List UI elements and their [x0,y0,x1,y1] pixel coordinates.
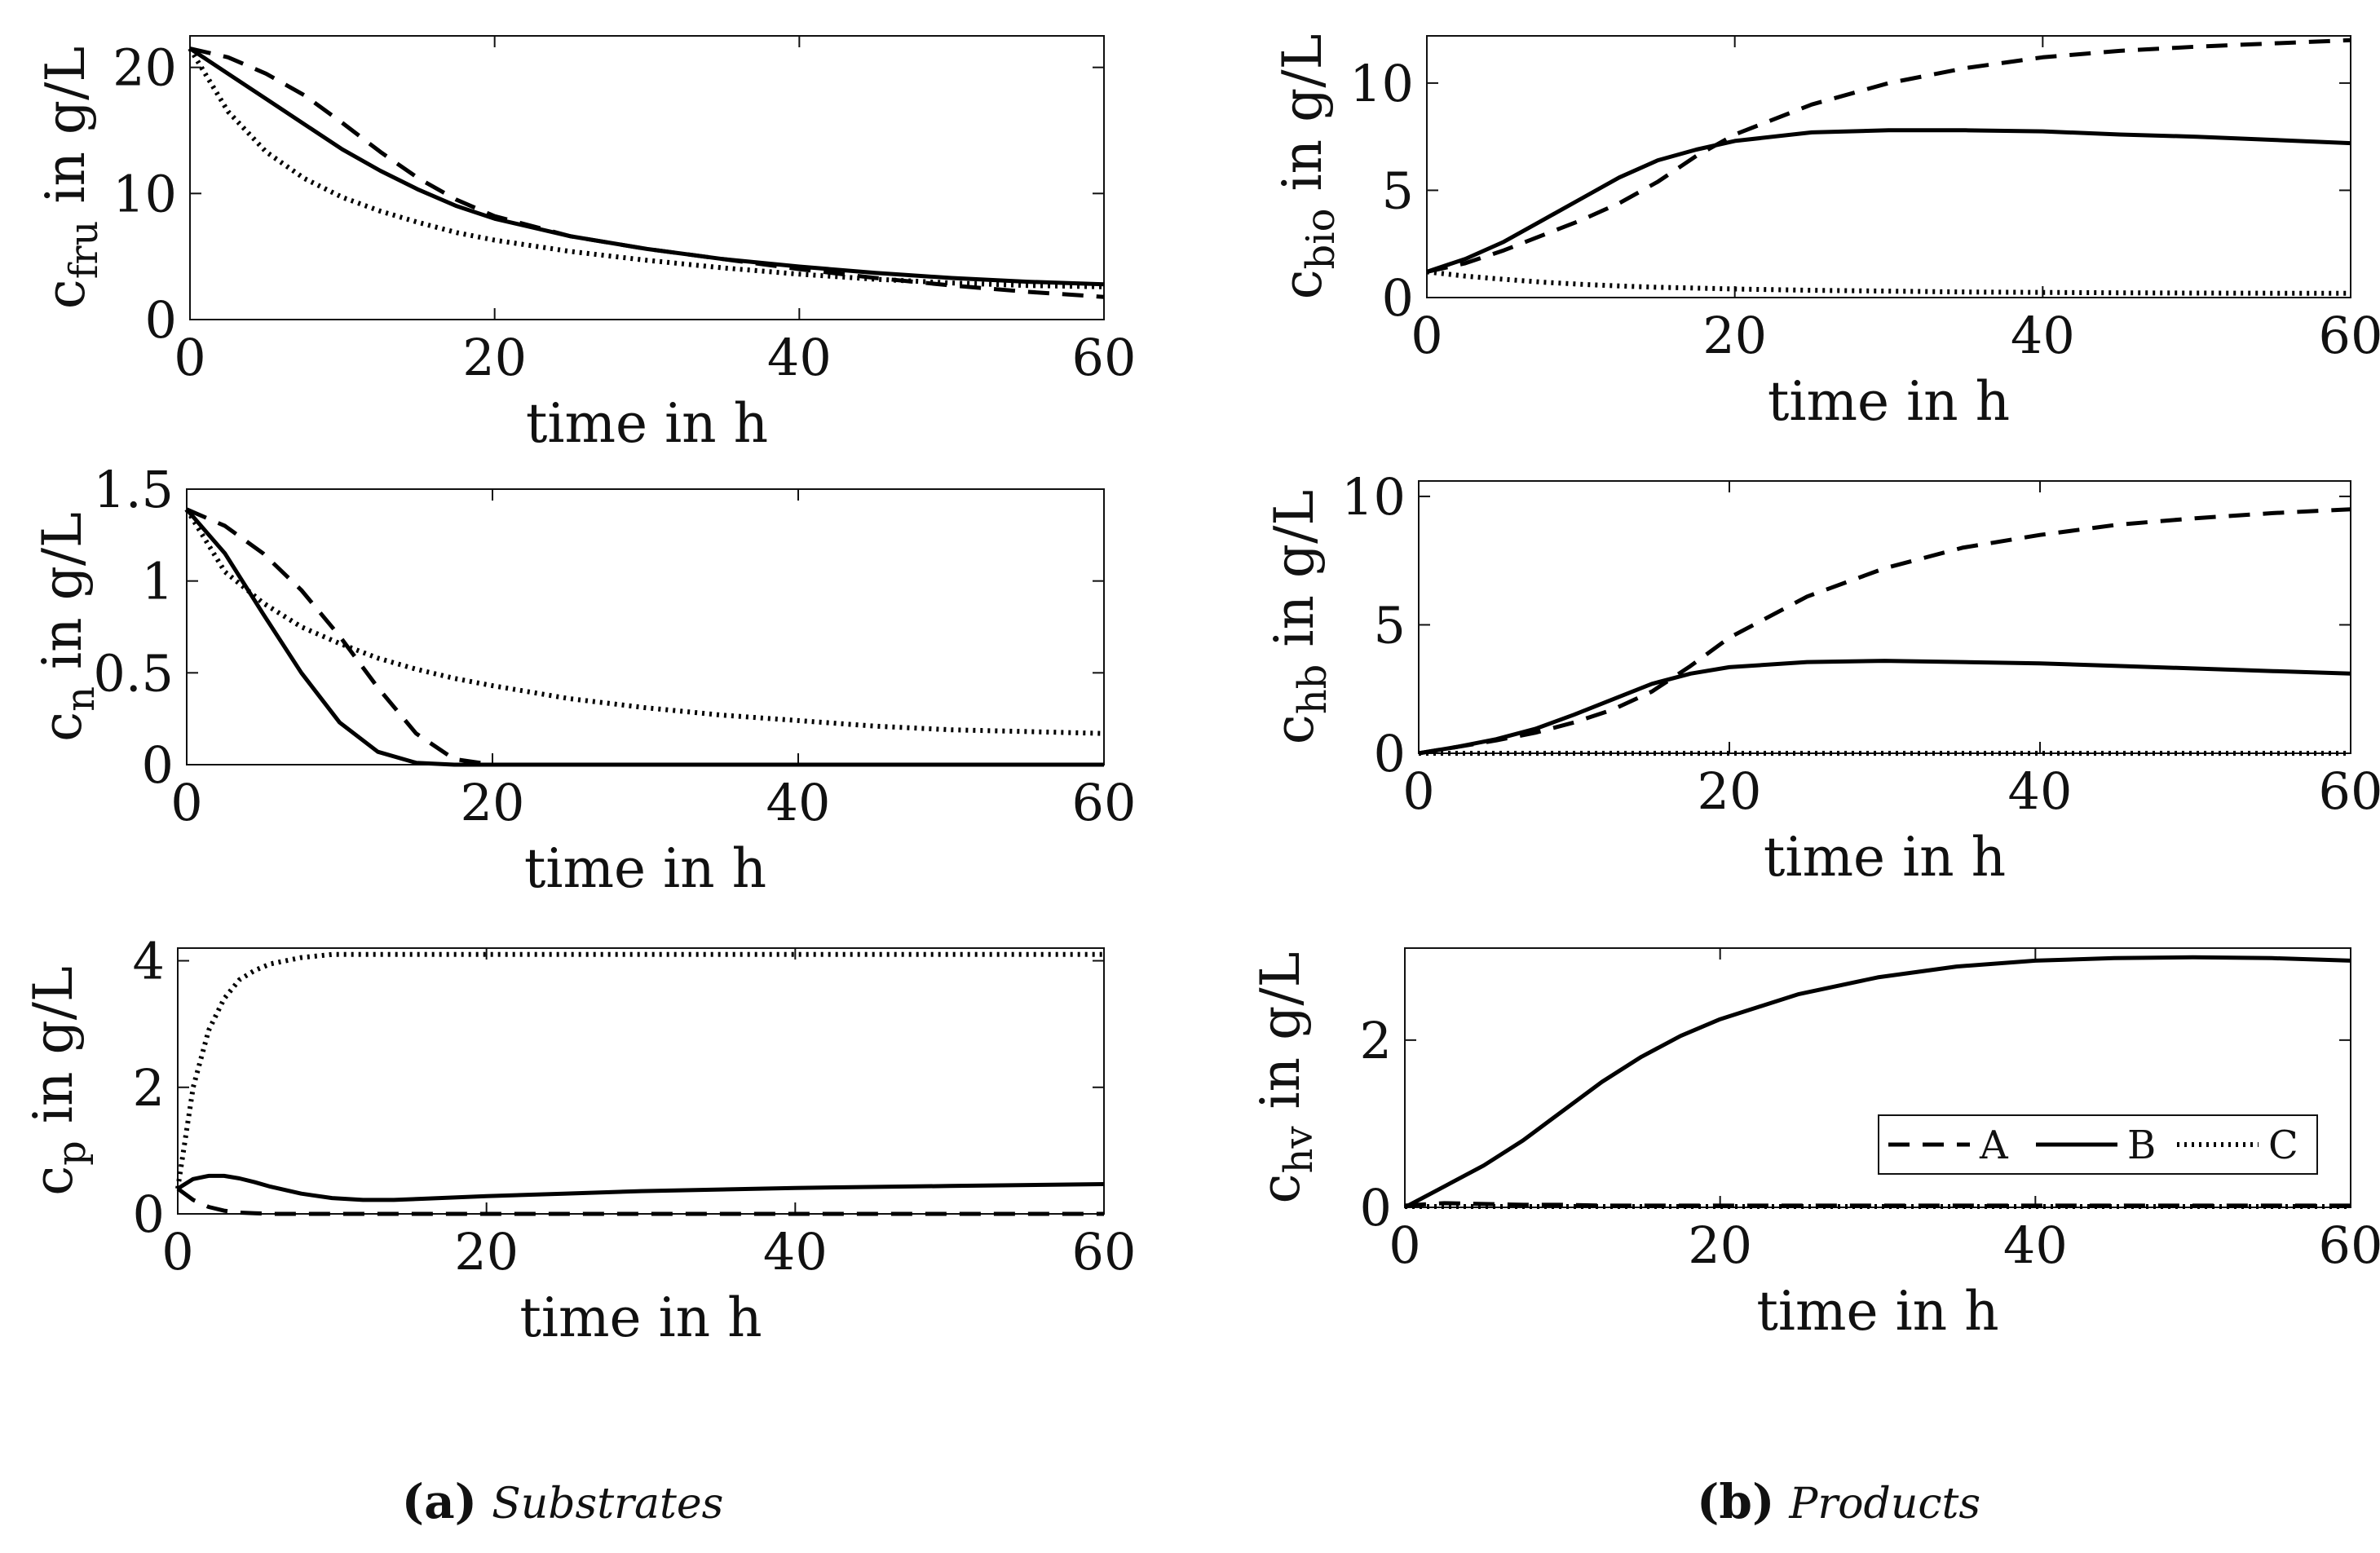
x-axis-label: time in h [1768,370,2010,433]
x-axis-label: time in h [519,1286,762,1349]
y-tick-label: 5 [1382,161,1414,220]
series-B-line [1403,955,2351,1210]
series-C-line [175,951,1104,1189]
x-axis-label: time in h [526,392,768,455]
axes-frame-chv [1404,947,2351,1208]
x-tick-label: 60 [2319,1215,2380,1275]
y-tick-label: 5 [1374,595,1406,655]
x-tick-label: 60 [1072,328,1137,387]
y-tick-label: 2 [1360,1011,1392,1070]
series-B-line [185,508,1104,767]
legend: A B C [1878,1114,2318,1175]
x-tick-label: 0 [161,1222,193,1282]
caption-a-label: (a) [402,1474,477,1529]
panel-chb: 0 20 40 60 0 5 10 time in h chb in g/L [1263,467,2380,889]
x-axis-label: time in h [1764,826,2006,889]
x-tick-label: 40 [2003,1215,2068,1275]
x-tick-label: 0 [1402,761,1434,821]
x-tick-label: 60 [2319,761,2380,821]
caption-b-text: Products [1788,1480,1980,1529]
x-tick-label: 60 [1072,1222,1137,1282]
series-A-line [189,46,1105,299]
panel-cbio: 0 20 40 60 0 5 10 time in h cbio in g/L [1271,34,2380,433]
series-C-line [1426,269,2351,296]
caption-b: (b) Products [1697,1474,1980,1529]
caption-a: (a) Substrates [402,1474,724,1529]
series-B-line [1418,659,2351,756]
y-tick-label: 20 [113,38,177,98]
x-axis-label: time in h [1756,1280,1998,1343]
legend-label-C: C [2268,1123,2298,1168]
legend-label-A: A [1979,1123,2009,1168]
x-tick-label: 20 [462,328,527,387]
y-tick-label: 0 [133,1185,165,1244]
y-axis-label: cfru in g/L [34,46,107,309]
caption-b-label: (b) [1697,1474,1774,1529]
axes-frame-chb [1418,480,2351,754]
x-tick-label: 0 [1411,306,1442,365]
y-tick-label: 0 [1360,1178,1392,1238]
y-tick-label: 2 [133,1058,165,1118]
panel-cp: 0 20 40 60 0 2 4 time in h cp in g/L [22,932,1136,1349]
panel-chv: 0 20 40 60 0 2 time in h chv in g/L A B C [1249,947,2380,1343]
y-axis-label: cp in g/L [22,966,95,1196]
series-A-line [176,1186,1104,1216]
y-tick-label: 0.5 [93,643,174,703]
x-tick-label: 40 [763,1222,828,1282]
caption-a-text: Substrates [492,1480,723,1529]
series-B-line [1426,128,2351,274]
series-A-line [1418,507,2351,756]
y-tick-label: 1 [142,552,174,611]
x-tick-label: 20 [454,1222,519,1282]
x-tick-label: 20 [461,773,525,832]
y-tick-label: 0 [1382,268,1414,328]
x-tick-label: 40 [2011,306,2075,365]
series-B-line [176,1173,1105,1202]
x-tick-label: 40 [767,328,832,387]
axes-frame-cfru [189,35,1105,320]
y-tick-label: 4 [133,932,165,991]
y-tick-label: 0 [142,735,174,795]
x-tick-label: 60 [1072,773,1137,832]
legend-label-B: B [2127,1123,2156,1168]
x-tick-label: 40 [2008,761,2073,821]
y-tick-label: 0 [1374,724,1406,783]
series-C-line [188,46,1105,289]
series-B-line [188,46,1105,287]
x-tick-label: 20 [1698,761,1762,821]
x-tick-label: 60 [2319,306,2380,365]
y-tick-label: 0 [145,290,177,350]
series-C-line [184,508,1105,736]
x-tick-label: 0 [174,328,205,387]
y-axis-label: chv in g/L [1249,952,1322,1204]
x-axis-label: time in h [524,837,766,900]
y-axis-label: chb in g/L [1263,490,1336,745]
y-tick-label: 10 [113,164,177,223]
series-A-line [1426,38,2351,274]
panel-cn: 0 20 40 60 0 0.5 1 1.5 time in h cn in g/L [31,460,1136,900]
y-axis-label: cn in g/L [31,512,104,742]
x-tick-label: 0 [1389,1215,1420,1275]
x-tick-label: 0 [170,773,202,832]
x-tick-label: 40 [766,773,831,832]
x-tick-label: 20 [1702,306,1767,365]
y-tick-label: 10 [1349,54,1414,113]
y-axis-label: cbio in g/L [1271,34,1344,300]
axes-frame-cp [177,947,1105,1215]
axes-frame-cbio [1426,35,2351,298]
y-tick-label: 1.5 [93,460,174,519]
x-tick-label: 20 [1688,1215,1752,1275]
y-tick-label: 10 [1341,467,1406,527]
